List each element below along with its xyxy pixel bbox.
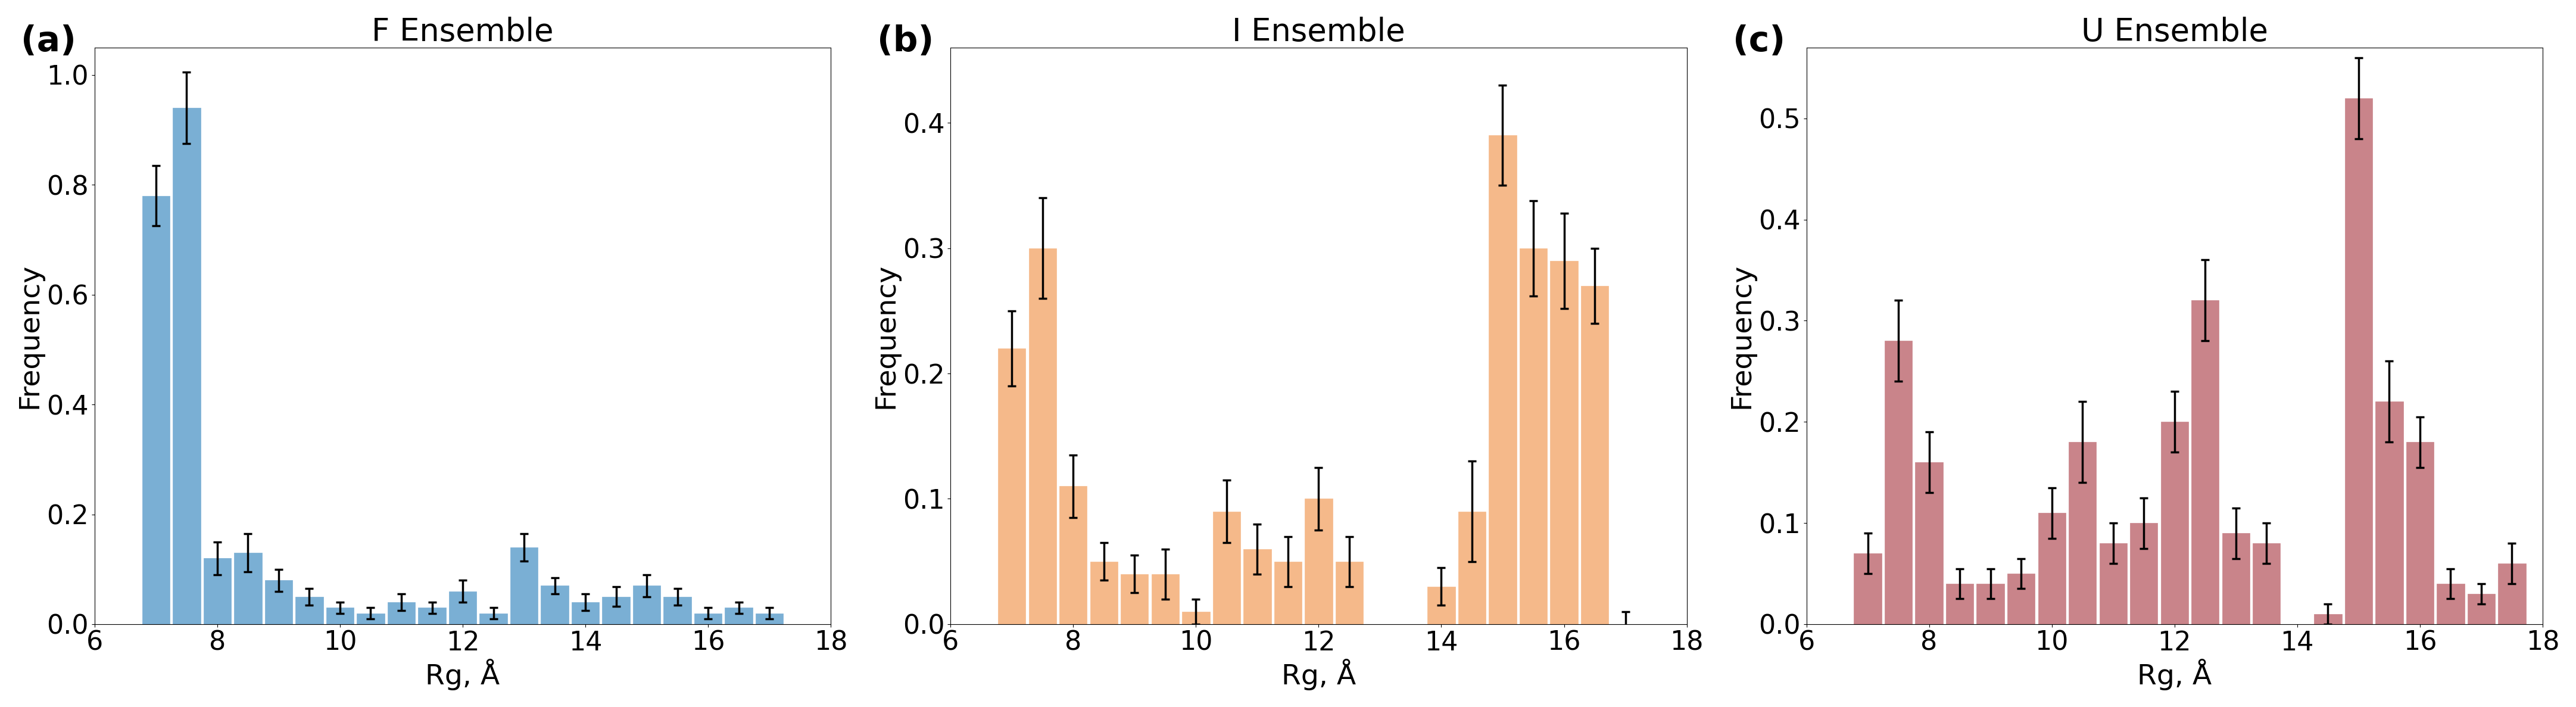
Bar: [2375, 402, 2403, 624]
Bar: [234, 553, 263, 624]
Bar: [1151, 574, 1180, 624]
Bar: [1244, 549, 1270, 624]
Bar: [1458, 511, 1486, 624]
Bar: [2099, 543, 2128, 624]
X-axis label: Rg, Å: Rg, Å: [1280, 659, 1355, 691]
Bar: [696, 613, 721, 624]
Bar: [2406, 442, 2434, 624]
Bar: [665, 597, 690, 624]
Bar: [634, 585, 659, 624]
Bar: [1945, 584, 1973, 624]
Bar: [327, 608, 353, 624]
Bar: [724, 608, 752, 624]
Bar: [2254, 543, 2280, 624]
Bar: [2038, 513, 2066, 624]
Bar: [2437, 584, 2465, 624]
Bar: [173, 108, 201, 624]
Bar: [1489, 135, 1517, 624]
Bar: [1855, 554, 1880, 624]
Bar: [1121, 574, 1149, 624]
Y-axis label: Frequency: Frequency: [15, 263, 44, 409]
Bar: [2161, 422, 2190, 624]
Bar: [997, 349, 1025, 624]
Bar: [1090, 561, 1118, 624]
Title: U Ensemble: U Ensemble: [2081, 16, 2267, 47]
Y-axis label: Frequency: Frequency: [1728, 263, 1754, 409]
Y-axis label: Frequency: Frequency: [873, 263, 899, 409]
Bar: [1976, 584, 2004, 624]
Bar: [2468, 594, 2496, 624]
Bar: [142, 196, 170, 624]
Bar: [1334, 561, 1363, 624]
Text: (c): (c): [1734, 25, 1785, 59]
Bar: [1886, 341, 1911, 624]
Text: (b): (b): [876, 25, 933, 59]
Bar: [1582, 286, 1607, 624]
Bar: [1551, 261, 1579, 624]
Text: (a): (a): [21, 25, 77, 59]
Bar: [265, 580, 294, 624]
Bar: [386, 602, 415, 624]
Bar: [448, 591, 477, 624]
Title: F Ensemble: F Ensemble: [371, 16, 554, 47]
Bar: [2313, 614, 2342, 624]
Bar: [2344, 98, 2372, 624]
Bar: [1306, 499, 1332, 624]
Bar: [204, 559, 232, 624]
Bar: [1182, 612, 1211, 624]
Title: I Ensemble: I Ensemble: [1231, 16, 1404, 47]
Bar: [1520, 248, 1548, 624]
Bar: [572, 602, 600, 624]
Bar: [755, 613, 783, 624]
Bar: [1213, 511, 1242, 624]
Bar: [2499, 563, 2524, 624]
Bar: [417, 608, 446, 624]
Bar: [1917, 462, 1942, 624]
Bar: [479, 613, 507, 624]
X-axis label: Rg, Å: Rg, Å: [2138, 659, 2213, 691]
Bar: [2223, 533, 2249, 624]
Bar: [358, 613, 384, 624]
Bar: [2069, 442, 2097, 624]
Bar: [603, 597, 631, 624]
Bar: [1275, 561, 1301, 624]
Bar: [2007, 573, 2035, 624]
Bar: [510, 547, 538, 624]
Bar: [2130, 523, 2159, 624]
Bar: [296, 597, 322, 624]
Bar: [541, 585, 569, 624]
Bar: [2192, 300, 2218, 624]
X-axis label: Rg, Å: Rg, Å: [425, 659, 500, 691]
Bar: [1427, 587, 1455, 624]
Bar: [1059, 486, 1087, 624]
Bar: [1028, 248, 1056, 624]
